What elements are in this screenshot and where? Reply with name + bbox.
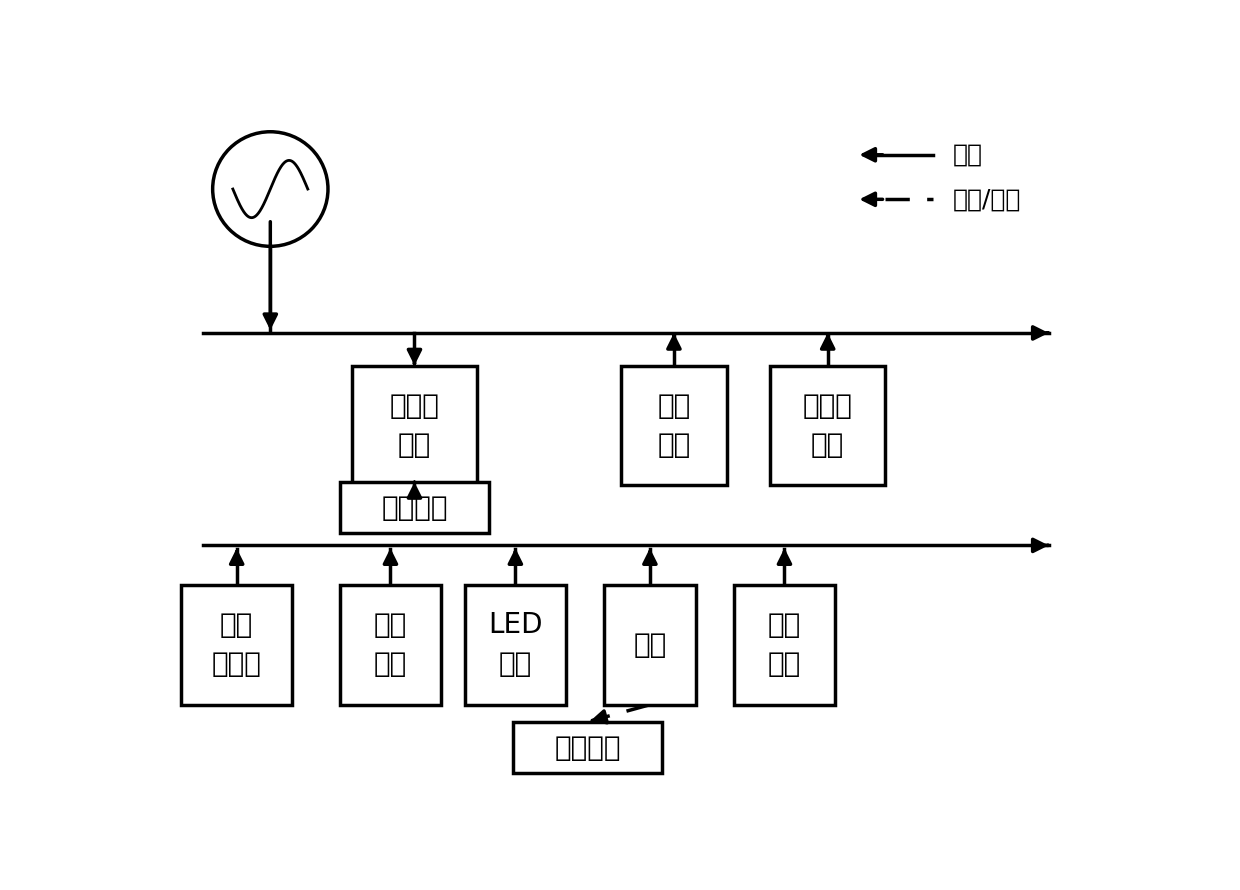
Text: 蓄水储能: 蓄水储能 xyxy=(554,733,621,762)
Bar xyxy=(181,585,291,705)
Text: 热能/势能: 热能/势能 xyxy=(952,187,1021,211)
Bar xyxy=(352,366,477,485)
Text: 物理
杀虫: 物理 杀虫 xyxy=(768,611,801,678)
Bar xyxy=(513,722,662,773)
Text: 光伏
控制器: 光伏 控制器 xyxy=(212,611,262,678)
Bar xyxy=(340,585,441,705)
Text: 空气源
热泵: 空气源 热泵 xyxy=(389,392,439,459)
Bar xyxy=(340,482,489,533)
Bar xyxy=(734,585,835,705)
Bar xyxy=(604,585,696,705)
Text: 空间
电场: 空间 电场 xyxy=(657,392,691,459)
Bar xyxy=(621,366,727,485)
Text: 等离子
固氮: 等离子 固氮 xyxy=(802,392,853,459)
Text: 水泵: 水泵 xyxy=(634,631,667,659)
Text: 监控
系统: 监控 系统 xyxy=(373,611,407,678)
Bar xyxy=(465,585,565,705)
Text: 电能: 电能 xyxy=(952,142,982,166)
Text: LED
补光: LED 补光 xyxy=(489,611,543,678)
Text: 相变蓄热: 相变蓄热 xyxy=(381,494,448,522)
Bar xyxy=(770,366,885,485)
